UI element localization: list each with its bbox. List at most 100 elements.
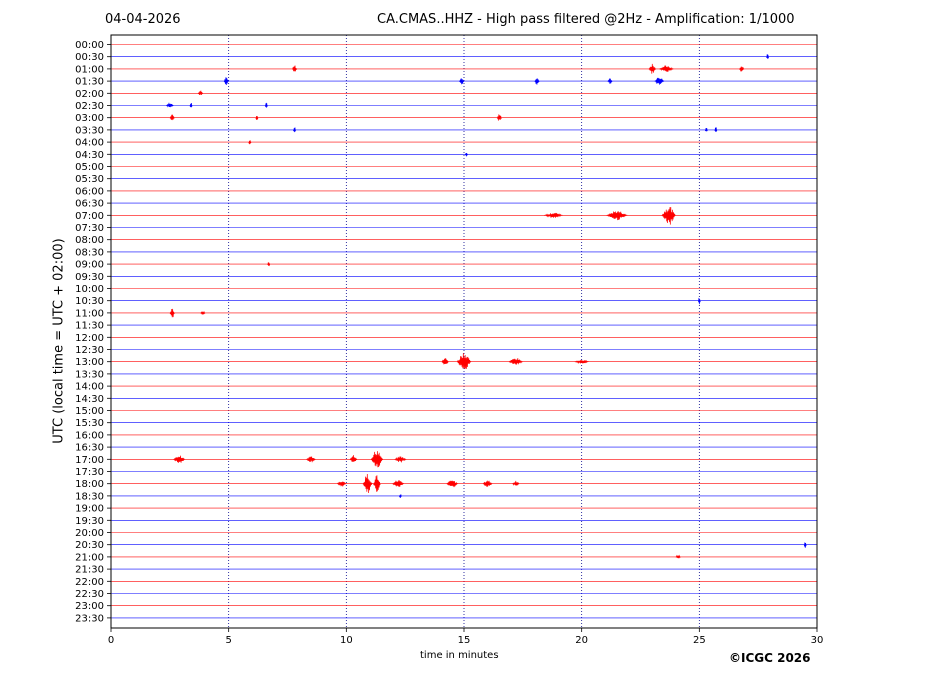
y-tick-label: 23:00 xyxy=(75,601,104,612)
seismic-event xyxy=(370,451,384,468)
seismic-event xyxy=(166,102,174,108)
y-tick-label: 02:00 xyxy=(75,89,104,100)
plot-frame xyxy=(110,34,818,629)
y-tick-label: 13:30 xyxy=(75,369,104,380)
y-tick-label: 21:00 xyxy=(75,552,104,563)
seismic-event xyxy=(456,353,472,369)
seismic-event xyxy=(264,102,268,108)
y-tick-label: 11:00 xyxy=(75,308,104,319)
y-tick-label: 04:00 xyxy=(75,138,104,149)
y-tick-label: 17:00 xyxy=(75,455,104,466)
y-tick-label: 16:00 xyxy=(75,430,104,441)
y-tick-label: 05:00 xyxy=(75,162,104,173)
seismic-event xyxy=(398,494,402,498)
seismic-event xyxy=(459,78,465,85)
y-tick-label: 16:30 xyxy=(75,443,104,454)
seismic-event xyxy=(607,78,613,84)
seismic-event xyxy=(293,127,297,133)
y-tick-label: 06:00 xyxy=(75,186,104,197)
seismic-event xyxy=(248,140,252,145)
seismic-event xyxy=(197,90,203,96)
seismic-event xyxy=(766,54,770,60)
seismic-event xyxy=(714,127,718,133)
y-tick-label: 17:30 xyxy=(75,467,104,478)
y-tick-label: 12:00 xyxy=(75,333,104,344)
y-tick-label: 18:30 xyxy=(75,491,104,502)
seismic-event xyxy=(255,115,259,121)
y-tick-label: 04:30 xyxy=(75,150,104,161)
seismic-event xyxy=(543,212,563,218)
x-tick-label: 20 xyxy=(575,635,588,646)
chart-title: CA.CMAS..HHZ - High pass filtered @2Hz -… xyxy=(377,12,795,27)
y-tick-label: 06:30 xyxy=(75,199,104,210)
y-axis-label: UTC (local time = UTC + 02:00) xyxy=(51,238,67,444)
seismic-event xyxy=(173,455,186,463)
seismic-event xyxy=(169,308,175,318)
y-tick-label: 21:30 xyxy=(75,565,104,576)
seismic-event xyxy=(267,262,271,267)
seismic-event xyxy=(606,211,628,221)
y-tick-label: 20:00 xyxy=(75,528,104,539)
y-tick-label: 15:00 xyxy=(75,406,104,417)
seismic-event xyxy=(373,475,381,492)
y-tick-label: 18:00 xyxy=(75,479,104,490)
date-label: 04-04-2026 xyxy=(105,12,181,27)
seismic-event xyxy=(574,359,589,364)
y-tick-label: 20:30 xyxy=(75,540,104,551)
seismic-event xyxy=(803,542,807,548)
seismic-event xyxy=(446,480,459,488)
seismic-event xyxy=(648,63,657,74)
seismic-event xyxy=(306,456,316,463)
y-tick-label: 23:30 xyxy=(75,613,104,624)
y-tick-label: 13:00 xyxy=(75,357,104,368)
seismic-event xyxy=(508,358,523,365)
seismic-event xyxy=(169,114,175,121)
seismic-event xyxy=(739,66,745,72)
x-tick-label: 15 xyxy=(458,635,471,646)
x-tick-label: 25 xyxy=(693,635,706,646)
seismic-event xyxy=(464,152,468,157)
y-tick-label: 03:00 xyxy=(75,113,104,124)
y-tick-label: 22:00 xyxy=(75,577,104,588)
seismic-event xyxy=(496,114,502,121)
y-tick-label: 02:30 xyxy=(75,101,104,112)
x-axis-label: time in minutes xyxy=(420,650,499,661)
y-tick-label: 12:30 xyxy=(75,345,104,356)
seismic-event xyxy=(223,77,229,85)
y-tick-label: 07:30 xyxy=(75,223,104,234)
y-tick-label: 19:00 xyxy=(75,504,104,515)
seismic-event xyxy=(394,456,407,463)
y-tick-label: 01:00 xyxy=(75,64,104,75)
y-tick-label: 01:30 xyxy=(75,77,104,88)
y-tick-label: 05:30 xyxy=(75,174,104,185)
y-tick-label: 14:00 xyxy=(75,382,104,393)
seismic-event xyxy=(659,65,674,72)
seismic-event xyxy=(392,480,405,488)
y-tick-label: 11:30 xyxy=(75,321,104,332)
seismic-event xyxy=(482,480,493,487)
seismic-event xyxy=(200,310,206,315)
y-tick-label: 03:30 xyxy=(75,125,104,136)
seismic-event xyxy=(292,65,298,72)
seismic-event xyxy=(704,127,708,132)
seismic-event xyxy=(654,77,665,85)
seismic-event xyxy=(441,358,449,365)
seismic-event xyxy=(697,297,701,305)
seismic-event xyxy=(349,455,358,463)
seismic-event xyxy=(336,481,347,487)
y-tick-label: 07:00 xyxy=(75,211,104,222)
seismic-event xyxy=(189,102,193,108)
y-tick-label: 09:30 xyxy=(75,272,104,283)
seismic-event xyxy=(534,78,540,85)
y-tick-label: 09:00 xyxy=(75,260,104,271)
y-tick-label: 10:30 xyxy=(75,296,104,307)
y-tick-label: 00:30 xyxy=(75,52,104,63)
x-tick-label: 30 xyxy=(811,635,824,646)
y-tick-label: 22:30 xyxy=(75,589,104,600)
seismic-event xyxy=(675,554,681,559)
y-tick-label: 08:00 xyxy=(75,235,104,246)
x-tick-label: 10 xyxy=(340,635,353,646)
y-tick-label: 10:00 xyxy=(75,284,104,295)
y-tick-label: 08:30 xyxy=(75,247,104,258)
